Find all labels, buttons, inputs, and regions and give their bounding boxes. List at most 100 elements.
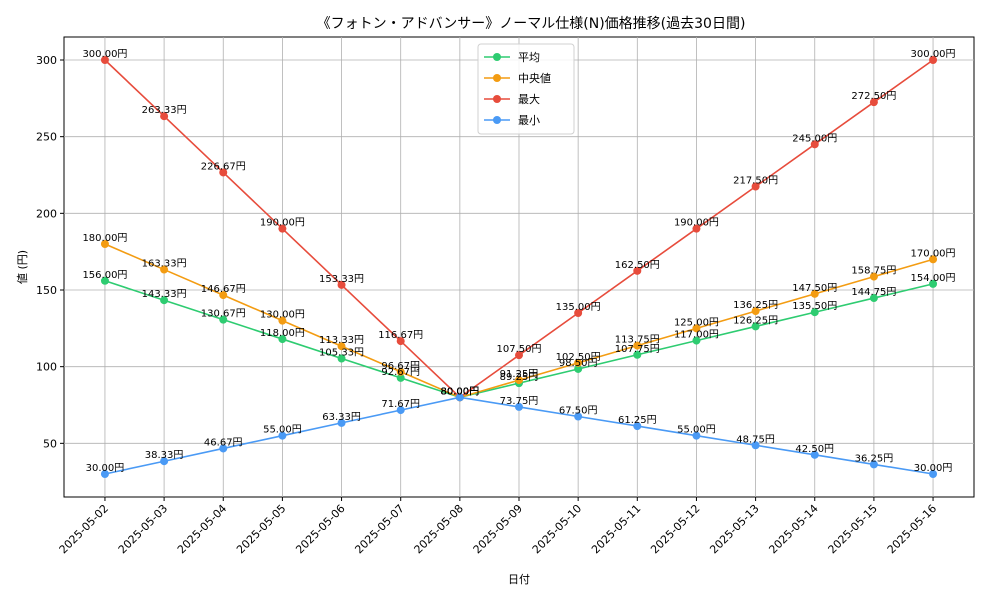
data-point (869, 272, 878, 281)
data-label: 105.33円 (319, 347, 364, 358)
data-label: 67.50円 (559, 406, 598, 417)
grid-layer (64, 37, 974, 497)
data-label: 158.75円 (851, 266, 896, 277)
data-point (869, 294, 878, 303)
data-label: 80.00円 (441, 386, 480, 397)
y-tick-label: 150 (36, 284, 57, 297)
data-label: 135.00円 (556, 302, 601, 313)
data-point (633, 350, 642, 359)
data-label: 80.00円 (441, 386, 480, 397)
data-point (692, 224, 701, 233)
x-tick-label: 2025-05-06 (293, 502, 347, 556)
data-label: 226.67円 (201, 161, 246, 172)
data-point (751, 182, 760, 191)
x-tick-label: 2025-05-09 (471, 502, 525, 556)
data-point (751, 322, 760, 331)
data-point (751, 441, 760, 450)
x-tick-label: 2025-05-08 (412, 502, 466, 556)
data-point (278, 431, 287, 440)
legend-label: 最小 (518, 114, 540, 127)
data-label: 80.00円 (441, 386, 480, 397)
data-label: 91.25円 (500, 369, 539, 380)
x-tick-label: 2025-05-15 (826, 502, 880, 556)
legend-box (477, 43, 575, 135)
data-point (810, 289, 819, 298)
data-point (810, 308, 819, 317)
data-point (278, 224, 287, 233)
y-tick-label: 50 (43, 437, 57, 450)
data-point (929, 255, 938, 264)
data-point (219, 444, 228, 453)
data-point (810, 140, 819, 149)
data-label: 48.75円 (736, 434, 775, 445)
data-point (633, 341, 642, 350)
data-label: 136.25円 (733, 300, 778, 311)
data-point (869, 460, 878, 469)
data-label: 153.33円 (319, 274, 364, 285)
y-tick-label: 250 (36, 131, 57, 144)
data-point (751, 307, 760, 316)
legend-marker (493, 74, 501, 82)
data-label: 217.50円 (733, 176, 778, 187)
data-label: 113.33円 (319, 335, 364, 346)
data-point (869, 98, 878, 107)
data-label: 116.67円 (378, 330, 423, 341)
data-label: 117.00円 (674, 330, 719, 341)
data-point (219, 315, 228, 324)
x-tick-label: 2025-05-14 (766, 502, 820, 556)
x-tick-label: 2025-05-16 (885, 502, 939, 556)
chart-title: 《フォトン・アドバンサー》ノーマル仕様(N)価格推移(過去30日間) (317, 16, 746, 32)
x-tick-label: 2025-05-02 (57, 502, 111, 556)
data-label: 102.50円 (556, 352, 601, 363)
data-label: 113.75円 (615, 335, 660, 346)
data-label: 55.00円 (677, 425, 716, 436)
y-tick-label: 100 (36, 361, 57, 374)
data-point (100, 56, 109, 64)
data-label: 96.67円 (381, 361, 420, 372)
x-tick-label: 2025-05-03 (116, 502, 170, 556)
data-point (515, 376, 523, 385)
y-tick-label: 300 (36, 54, 57, 67)
data-label: 143.33円 (142, 289, 187, 300)
data-label: 46.67円 (204, 437, 243, 448)
data-point (633, 266, 642, 275)
data-label: 190.00円 (674, 218, 719, 229)
data-label: 55.00円 (263, 425, 302, 436)
x-axis-title: 日付 (508, 573, 530, 586)
data-point (337, 342, 346, 351)
data-label: 126.25円 (733, 315, 778, 326)
data-label: 272.50円 (851, 91, 896, 102)
legend-label: 中央値 (518, 72, 551, 85)
data-label: 36.25円 (855, 453, 894, 464)
data-point (396, 337, 405, 346)
legend-marker (493, 116, 501, 124)
data-label: 180.00円 (82, 233, 127, 244)
data-point (160, 112, 169, 121)
data-point (574, 358, 583, 367)
data-point (100, 240, 109, 248)
data-label: 71.67円 (381, 399, 420, 410)
data-label: 98.50円 (559, 358, 598, 369)
data-label: 107.50円 (497, 344, 542, 355)
data-label: 107.75円 (615, 344, 660, 355)
data-point (100, 470, 109, 478)
x-tick-label: 2025-05-05 (234, 502, 288, 556)
x-tick-label: 2025-05-11 (589, 502, 643, 556)
data-label: 154.00円 (911, 273, 956, 284)
data-point (574, 309, 583, 317)
data-label: 144.75円 (851, 287, 896, 298)
data-point (692, 336, 701, 345)
legend-label: 最大 (518, 92, 540, 106)
data-label: 147.50円 (792, 283, 837, 294)
x-tick-label: 2025-05-12 (648, 502, 702, 556)
data-label: 61.25円 (618, 415, 657, 426)
data-label: 63.33円 (322, 412, 361, 423)
data-label: 190.00円 (260, 218, 305, 229)
data-point (160, 265, 169, 274)
data-point (396, 373, 405, 382)
data-label: 156.00円 (82, 270, 127, 281)
data-point (219, 168, 228, 177)
data-label: 135.50円 (792, 301, 837, 312)
